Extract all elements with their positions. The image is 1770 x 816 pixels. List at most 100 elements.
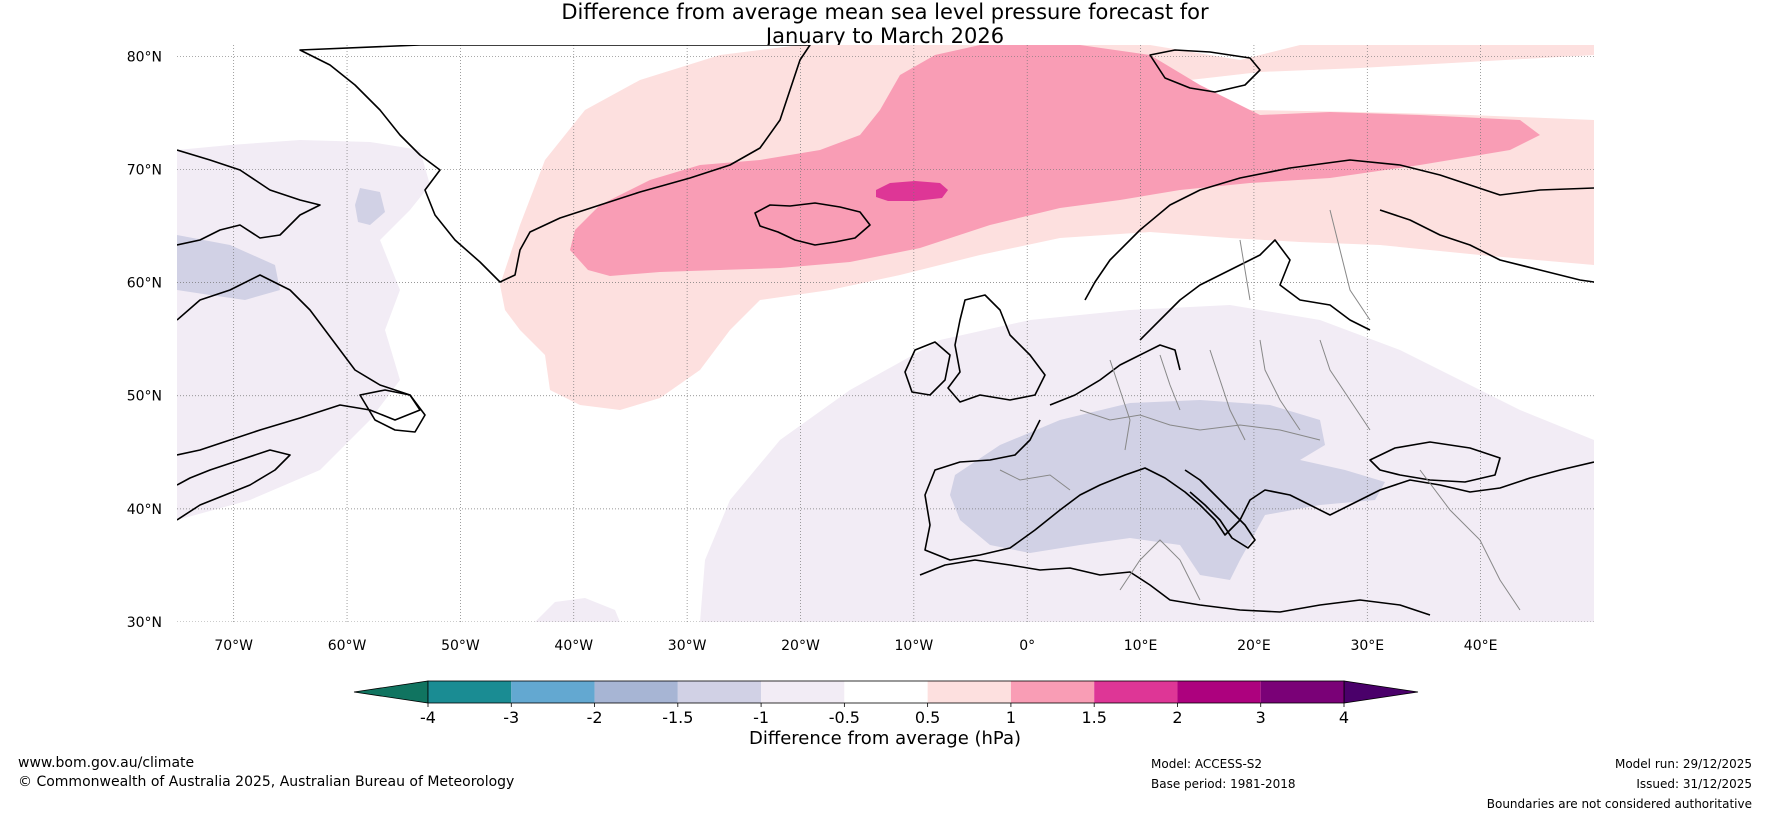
anomaly-region-strong-positive	[876, 181, 948, 201]
anomaly-region-negative-mediterranean	[950, 400, 1385, 580]
longitude-label: 30°E	[1350, 638, 1384, 654]
border-path-5	[1259, 339, 1301, 431]
longitude-label: 0°	[1019, 638, 1035, 654]
footer-issued: Issued: 31/12/2025	[1636, 777, 1752, 791]
longitude-label: 40°E	[1464, 638, 1498, 654]
latitude-label: 50°N	[127, 389, 162, 405]
border-path-7	[1239, 239, 1251, 301]
map-panel	[177, 45, 1594, 622]
footer-model: Model: ACCESS-S2	[1151, 757, 1263, 771]
colorbar-tick-label: -2	[587, 708, 603, 727]
colorbar-bin	[761, 681, 845, 703]
latitude-label: 60°N	[127, 276, 162, 292]
colorbar-tick-label: 1.5	[1081, 708, 1106, 727]
colorbar-bin	[844, 681, 928, 703]
graticule	[177, 45, 1594, 622]
coastline-svalbard	[1149, 49, 1261, 93]
footer-copyright: © Commonwealth of Australia 2025, Austra…	[18, 774, 515, 790]
coastline-baffin	[177, 149, 321, 246]
latitude-label: 40°N	[127, 502, 162, 518]
longitude-label: 50°W	[441, 638, 480, 654]
colorbar-label: Difference from average (hPa)	[748, 728, 1022, 749]
coastline-iberia-france	[924, 419, 1594, 561]
longitude-label: 20°W	[781, 638, 820, 654]
coastline-labrador	[177, 274, 421, 456]
anomaly-region-positive	[570, 45, 1540, 276]
colorbar-tick-label: -1.5	[662, 708, 693, 727]
longitude-label: 60°W	[328, 638, 367, 654]
colorbar-tick-label: 2	[1172, 708, 1182, 727]
border-path-3	[1159, 354, 1181, 411]
colorbar-bin	[927, 681, 1011, 703]
colorbar-bin	[1010, 681, 1095, 703]
border-path-11	[1419, 469, 1521, 611]
colorbar-bin	[1260, 681, 1344, 703]
border-path-4	[1209, 349, 1246, 441]
title-line-2: January to March 2026	[765, 24, 1005, 48]
colorbar-tick-label: 0.5	[915, 708, 940, 727]
longitude-label: 10°W	[895, 638, 934, 654]
coastline-great-britain	[947, 294, 1046, 403]
footer-base-period: Base period: 1981-2018	[1151, 777, 1296, 791]
longitude-label: 10°E	[1124, 638, 1158, 654]
coastlines	[177, 45, 1594, 616]
coastline-russia-north	[1379, 209, 1594, 283]
latitude-label: 70°N	[127, 162, 162, 178]
longitude-labels: 70°W 60°W 50°W 40°W 30°W 20°W 10°W 0° 10°E 20°E 30…	[214, 638, 1497, 654]
colorbar-tick-label: -3	[503, 708, 519, 727]
longitude-label: 40°W	[554, 638, 593, 654]
country-borders	[999, 209, 1521, 611]
anomaly-region-negative-west	[177, 235, 280, 300]
latitude-label: 30°N	[127, 615, 162, 631]
colorbar-tick-label: 4	[1339, 708, 1349, 727]
colorbar-bin	[511, 681, 595, 703]
border-path-2	[1109, 359, 1131, 451]
colorbar-tick-label: -0.5	[829, 708, 860, 727]
colorbar-tick-label: -1	[753, 708, 769, 727]
border-path-8	[1329, 209, 1371, 321]
anomaly-region-light-negative-west	[177, 140, 430, 520]
coastline-iceland	[754, 202, 871, 246]
colorbar: -4 -3 -2 -1.5 -1 -0.5 0.5 1 1.5 2 3 4	[353, 680, 1419, 727]
longitude-label: 70°W	[214, 638, 253, 654]
coastline-north-africa	[919, 559, 1431, 616]
border-path-9	[999, 469, 1071, 491]
footer-model-run: Model run: 29/12/2025	[1614, 757, 1752, 771]
colorbar-bin	[677, 681, 762, 703]
longitude-label: 20°E	[1237, 638, 1271, 654]
coastline-newfoundland	[359, 389, 426, 433]
colorbar-bin	[1094, 681, 1178, 703]
footer-disclaimer: Boundaries are not considered authoritat…	[1486, 797, 1752, 811]
colorbar-tick-label: 1	[1006, 708, 1016, 727]
border-path-10	[1119, 539, 1201, 601]
colorbar-over-arrow	[1343, 680, 1419, 704]
anomaly-region-negative-west-small	[355, 188, 385, 225]
colorbar-bin	[428, 681, 512, 703]
coastline-black-sea	[1369, 441, 1501, 483]
border-path-6	[1319, 339, 1371, 431]
anomaly-shading	[177, 45, 1594, 622]
border-path-1	[1079, 409, 1321, 441]
latitude-label: 80°N	[127, 49, 162, 65]
colorbar-bin	[1177, 681, 1261, 703]
coastline-ireland	[904, 341, 951, 396]
coastline-nova-scotia	[177, 449, 291, 521]
longitude-label: 30°W	[668, 638, 707, 654]
colorbar-tick-label: -4	[420, 708, 436, 727]
colorbar-under-arrow	[353, 680, 429, 704]
coastline-scandinavia	[1084, 159, 1594, 301]
colorbar-outline	[427, 680, 1345, 704]
colorbar-tick-label: 3	[1256, 708, 1266, 727]
colorbar-bin	[594, 681, 678, 703]
latitude-labels: 80°N 70°N 60°N 50°N 40°N 30°N	[127, 49, 162, 631]
anomaly-region-light-negative-small	[535, 598, 620, 622]
footer-website[interactable]: www.bom.gov.au/climate	[18, 755, 195, 771]
title-line-1: Difference from average mean sea level p…	[561, 0, 1209, 24]
coastline-baltic	[1139, 239, 1371, 341]
anomaly-region-neutral-north-east	[1170, 55, 1594, 120]
coastline-greenland	[299, 45, 811, 283]
coastline-western-europe	[1049, 344, 1181, 406]
coastline-italy	[1184, 469, 1256, 549]
chart-title: Difference from average mean sea level p…	[0, 0, 1770, 48]
